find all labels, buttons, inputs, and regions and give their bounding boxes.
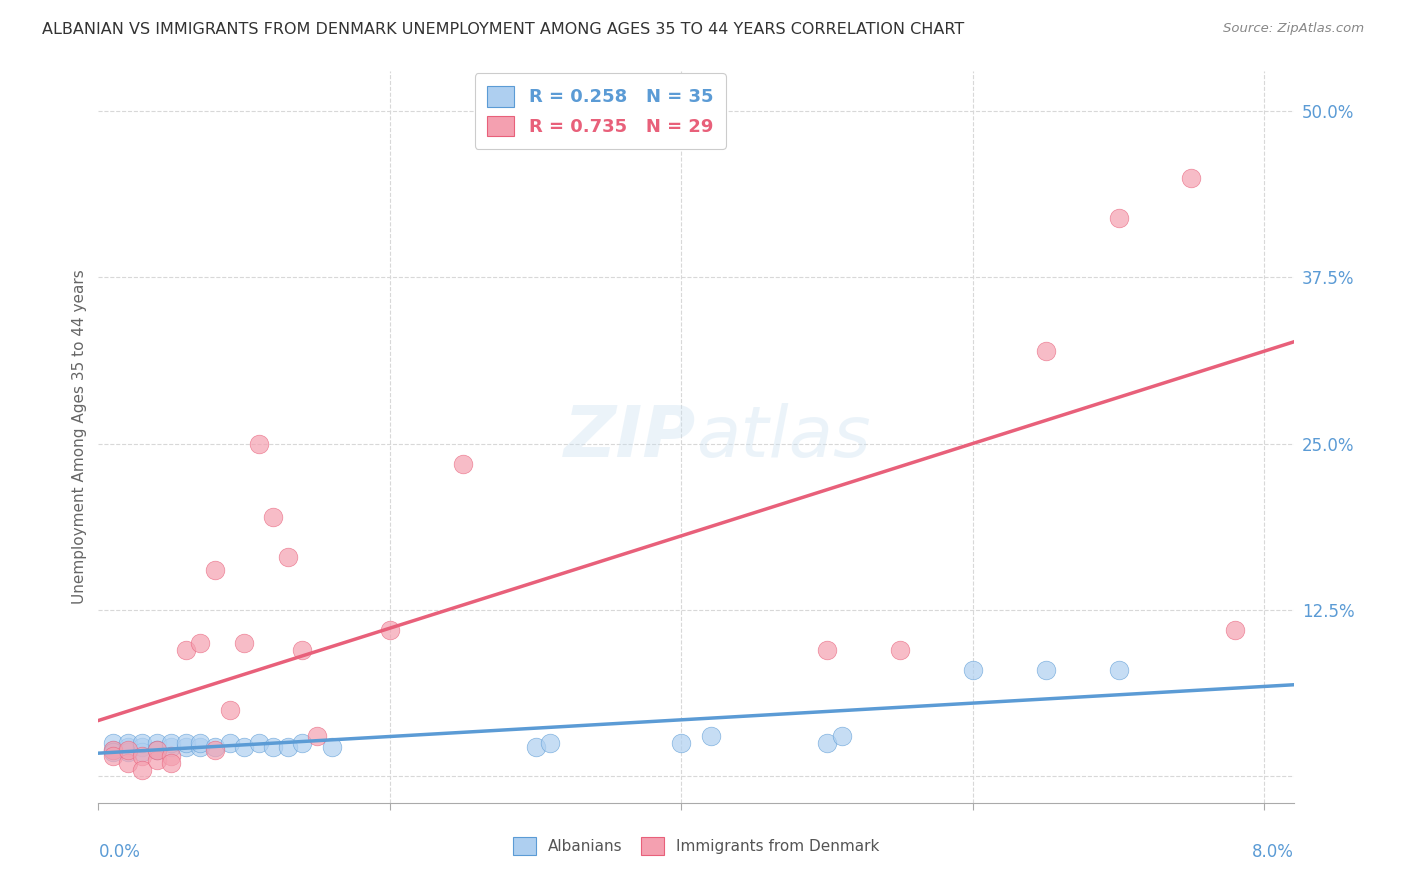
Point <box>233 739 256 754</box>
Point <box>305 729 328 743</box>
Point <box>160 756 183 770</box>
Point <box>291 736 314 750</box>
Point <box>538 736 561 750</box>
Point <box>101 742 124 756</box>
Point <box>277 739 299 754</box>
Legend: Albanians, Immigrants from Denmark: Albanians, Immigrants from Denmark <box>506 831 886 861</box>
Point <box>699 729 721 743</box>
Point <box>1180 170 1202 185</box>
Point <box>262 739 284 754</box>
Point <box>131 745 153 759</box>
Point <box>1035 343 1057 358</box>
Point <box>1108 663 1130 677</box>
Point <box>524 739 547 754</box>
Point <box>145 742 167 756</box>
Text: 8.0%: 8.0% <box>1251 843 1294 861</box>
Point <box>247 436 270 450</box>
Point <box>174 643 197 657</box>
Point <box>117 745 139 759</box>
Point <box>1035 663 1057 677</box>
Point <box>1108 211 1130 225</box>
Point <box>174 739 197 754</box>
Point <box>160 739 183 754</box>
Point <box>131 736 153 750</box>
Point <box>101 749 124 764</box>
Y-axis label: Unemployment Among Ages 35 to 44 years: Unemployment Among Ages 35 to 44 years <box>72 269 87 605</box>
Point <box>815 736 838 750</box>
Text: ALBANIAN VS IMMIGRANTS FROM DENMARK UNEMPLOYMENT AMONG AGES 35 TO 44 YEARS CORRE: ALBANIAN VS IMMIGRANTS FROM DENMARK UNEM… <box>42 22 965 37</box>
Point <box>204 742 226 756</box>
Point <box>160 736 183 750</box>
Point <box>190 739 212 754</box>
Point <box>101 742 124 756</box>
Point <box>671 736 693 750</box>
Point <box>145 742 167 756</box>
Point <box>190 636 212 650</box>
Point <box>117 756 139 770</box>
Text: Source: ZipAtlas.com: Source: ZipAtlas.com <box>1223 22 1364 36</box>
Point <box>218 703 240 717</box>
Point <box>160 749 183 764</box>
Point <box>117 742 139 756</box>
Point <box>262 509 284 524</box>
Point <box>145 736 167 750</box>
Point <box>451 457 474 471</box>
Point <box>277 549 299 564</box>
Point <box>247 736 270 750</box>
Point <box>131 739 153 754</box>
Point <box>117 736 139 750</box>
Point <box>174 736 197 750</box>
Point <box>145 753 167 767</box>
Point <box>218 736 240 750</box>
Point <box>131 763 153 777</box>
Point <box>889 643 911 657</box>
Point <box>291 643 314 657</box>
Point <box>101 745 124 759</box>
Point <box>131 749 153 764</box>
Point <box>204 739 226 754</box>
Point <box>204 563 226 577</box>
Point <box>378 623 401 637</box>
Point <box>831 729 853 743</box>
Point <box>815 643 838 657</box>
Point <box>145 742 167 756</box>
Point <box>962 663 984 677</box>
Point <box>233 636 256 650</box>
Point <box>117 739 139 754</box>
Point <box>101 736 124 750</box>
Point <box>190 736 212 750</box>
Text: atlas: atlas <box>696 402 870 472</box>
Point <box>321 739 343 754</box>
Point <box>1225 623 1247 637</box>
Text: ZIP: ZIP <box>564 402 696 472</box>
Text: 0.0%: 0.0% <box>98 843 141 861</box>
